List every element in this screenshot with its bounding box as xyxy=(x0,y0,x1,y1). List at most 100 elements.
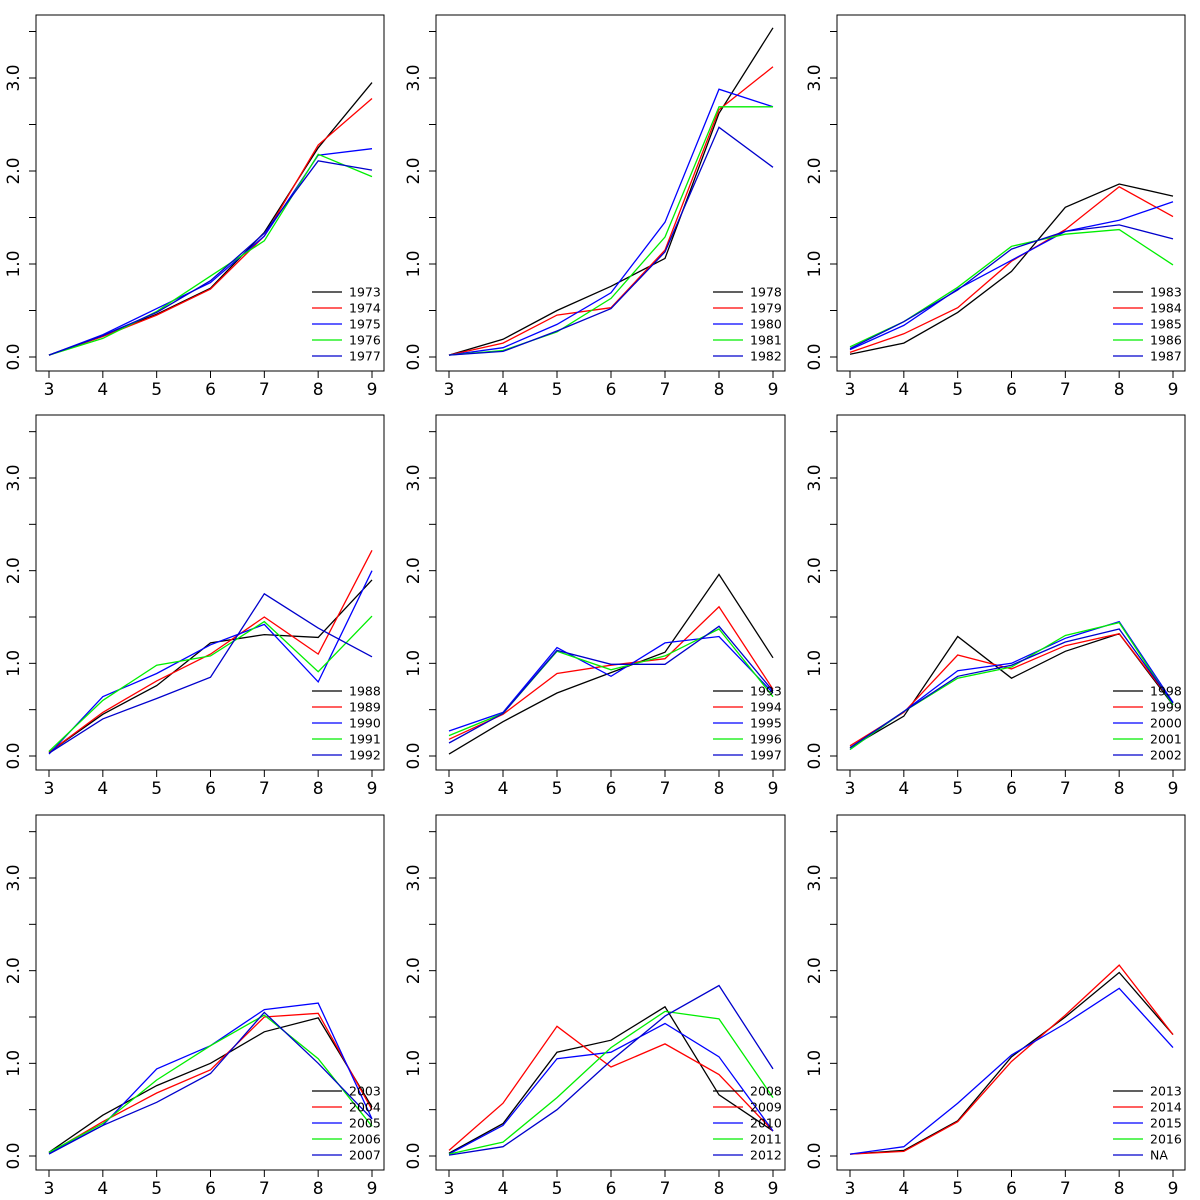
x-tick-label: 3 xyxy=(44,380,55,400)
series-line-1979 xyxy=(448,66,774,356)
y-tick-label: 3.0 xyxy=(4,464,24,491)
legend-label: 1982 xyxy=(750,349,782,364)
legend-label: 2005 xyxy=(349,1116,381,1131)
x-tick-label: 8 xyxy=(714,779,725,799)
series-line-2010 xyxy=(448,1022,774,1155)
x-tick-label: 6 xyxy=(1006,1179,1017,1199)
series-line-1977 xyxy=(48,160,373,356)
x-tick-label: 8 xyxy=(714,380,725,400)
x-tick-label: 3 xyxy=(44,779,55,799)
x-tick-label: 6 xyxy=(205,779,216,799)
y-tick-label: 3.0 xyxy=(4,64,24,91)
series-line-1974 xyxy=(48,98,373,356)
x-tick-label: 9 xyxy=(367,380,378,400)
y-tick-label: 3.0 xyxy=(4,864,24,891)
series-line-1980 xyxy=(448,88,774,356)
x-tick-label: 8 xyxy=(714,1179,725,1199)
x-tick-label: 4 xyxy=(97,779,108,799)
legend-label: 2014 xyxy=(1150,1100,1182,1115)
legend-label: 2006 xyxy=(349,1132,381,1147)
plot-frame xyxy=(435,14,786,372)
y-tick-label: 3.0 xyxy=(805,864,825,891)
y-tick-label: 3.0 xyxy=(404,64,424,91)
y-tick-label: 0.0 xyxy=(404,343,424,370)
legend-label: 1979 xyxy=(750,301,782,316)
series-line-1986 xyxy=(849,228,1174,348)
y-tick-label: 2.0 xyxy=(404,157,424,184)
y-tick-label: 1.0 xyxy=(404,1050,424,1077)
plot-frame xyxy=(435,414,786,771)
legend-label: 1990 xyxy=(349,716,381,731)
x-tick-label: 7 xyxy=(259,779,270,799)
y-tick-label: 3.0 xyxy=(404,864,424,891)
y-tick-label: 2.0 xyxy=(4,157,24,184)
y-tick-label: 2.0 xyxy=(4,957,24,984)
series-line-1981 xyxy=(448,106,773,356)
y-tick-label: 1.0 xyxy=(805,250,825,277)
x-tick-label: 5 xyxy=(151,1179,162,1199)
y-tick-label: 1.0 xyxy=(404,250,424,277)
x-tick-label: 5 xyxy=(552,779,563,799)
y-tick-label: 3.0 xyxy=(805,64,825,91)
legend-label: 2010 xyxy=(750,1116,782,1131)
x-tick-label: 3 xyxy=(845,380,856,400)
legend-label: 1985 xyxy=(1150,317,1182,332)
series-line-2015 xyxy=(849,987,1174,1155)
x-tick-label: 9 xyxy=(768,380,779,400)
series-line-1994 xyxy=(448,605,774,740)
series-line-1999 xyxy=(849,632,1174,747)
legend-label: 2007 xyxy=(349,1148,381,1163)
x-tick-label: 6 xyxy=(205,1179,216,1199)
x-tick-label: 5 xyxy=(952,380,963,400)
x-tick-label: 6 xyxy=(606,1179,617,1199)
y-tick-label: 1.0 xyxy=(805,650,825,677)
legend-label: 1973 xyxy=(349,285,381,300)
x-tick-label: 3 xyxy=(845,779,856,799)
legend-label: 2012 xyxy=(750,1148,782,1163)
x-tick-label: 5 xyxy=(952,779,963,799)
legend-label: 1978 xyxy=(750,285,782,300)
legend-label: 1980 xyxy=(750,317,782,332)
x-tick-label: 7 xyxy=(660,1179,671,1199)
series-line-2006 xyxy=(48,1014,373,1153)
x-tick-label: 4 xyxy=(498,779,509,799)
x-tick-label: 7 xyxy=(1060,779,1071,799)
series-line-1983 xyxy=(849,183,1174,355)
y-tick-label: 1.0 xyxy=(4,1050,24,1077)
x-tick-label: 4 xyxy=(898,779,909,799)
series-line-1997 xyxy=(448,625,774,744)
x-tick-label: 4 xyxy=(498,1179,509,1199)
x-tick-label: 6 xyxy=(1006,779,1017,799)
series-line-1988 xyxy=(48,579,373,753)
x-tick-label: 9 xyxy=(367,779,378,799)
series-line-1989 xyxy=(48,550,373,753)
x-tick-label: 7 xyxy=(660,380,671,400)
series-line-1973 xyxy=(48,82,373,356)
x-tick-label: 4 xyxy=(498,380,509,400)
series-line-2008 xyxy=(448,1005,774,1154)
legend-label: 2003 xyxy=(349,1084,381,1099)
y-tick-label: 1.0 xyxy=(4,250,24,277)
series-line-2007 xyxy=(48,1011,373,1155)
plot-frame xyxy=(35,414,385,771)
series-line-1984 xyxy=(849,186,1174,354)
legend-label: 1984 xyxy=(1150,301,1182,316)
series-line-2012 xyxy=(448,984,774,1156)
legend-label: 2011 xyxy=(750,1132,782,1147)
x-tick-label: 3 xyxy=(444,779,455,799)
y-tick-label: 1.0 xyxy=(4,650,24,677)
y-tick-label: 1.0 xyxy=(404,650,424,677)
y-tick-label: 2.0 xyxy=(805,157,825,184)
series-line-1985 xyxy=(849,201,1174,351)
x-tick-label: 5 xyxy=(952,1179,963,1199)
series-line-1976 xyxy=(48,153,373,356)
x-tick-label: 8 xyxy=(313,380,324,400)
x-tick-label: 8 xyxy=(1114,779,1125,799)
x-tick-label: 3 xyxy=(845,1179,856,1199)
